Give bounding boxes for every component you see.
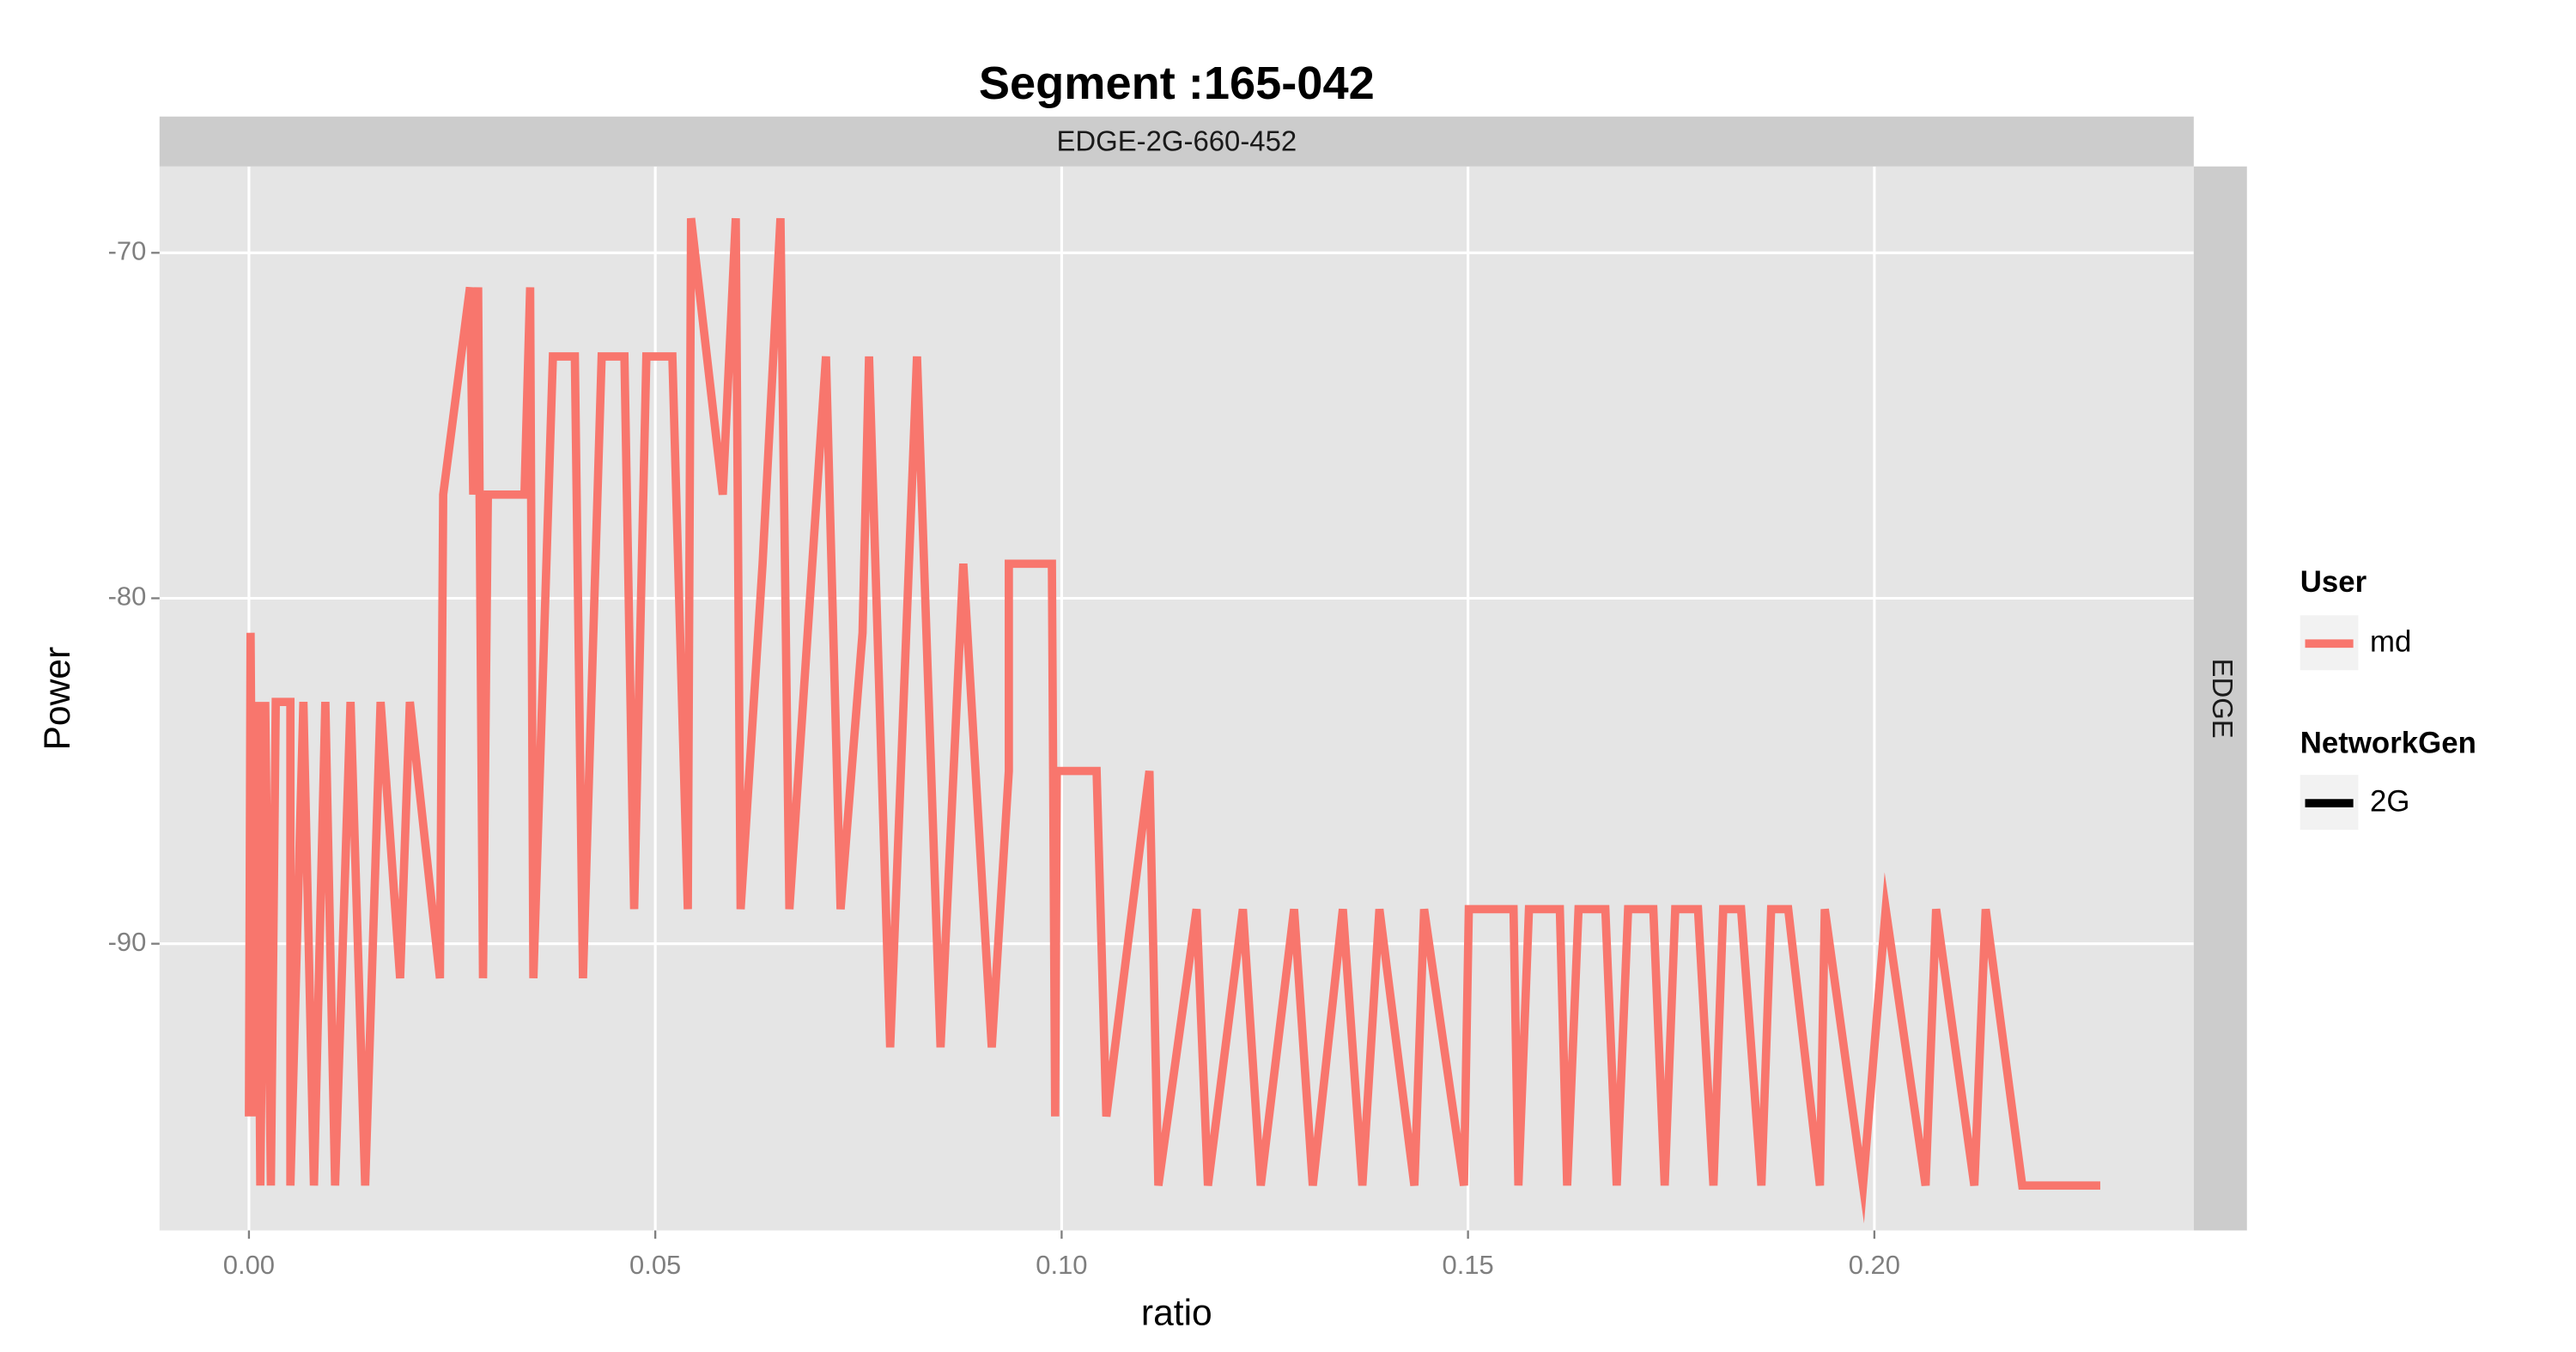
facet-label-top: EDGE-2G-660-452 — [1056, 125, 1297, 156]
legend-title: User — [2300, 565, 2367, 599]
y-tick-label: -90 — [108, 927, 147, 957]
x-axis-label: ratio — [1141, 1292, 1212, 1333]
x-tick-label: 0.05 — [629, 1250, 681, 1280]
y-axis-label: Power — [37, 647, 78, 751]
x-tick-label: 0.00 — [223, 1250, 275, 1280]
legend-label: 2G — [2370, 784, 2409, 818]
x-tick-label: 0.15 — [1443, 1250, 1494, 1280]
facet-strip-right — [2193, 166, 2247, 1231]
y-tick-label: -80 — [108, 582, 147, 612]
data-line — [245, 217, 2100, 1224]
x-tick-label: 0.20 — [1849, 1250, 1900, 1280]
legend-label: md — [2370, 624, 2411, 658]
y-tick-label: -70 — [108, 235, 147, 265]
x-tick-label: 0.10 — [1036, 1250, 1087, 1280]
legend-title: NetworkGen — [2300, 727, 2476, 760]
facet-strip-top — [159, 116, 2194, 167]
chart-title: Segment :165-042 — [979, 58, 1375, 109]
facet-label-right: EDGE — [2207, 659, 2239, 739]
